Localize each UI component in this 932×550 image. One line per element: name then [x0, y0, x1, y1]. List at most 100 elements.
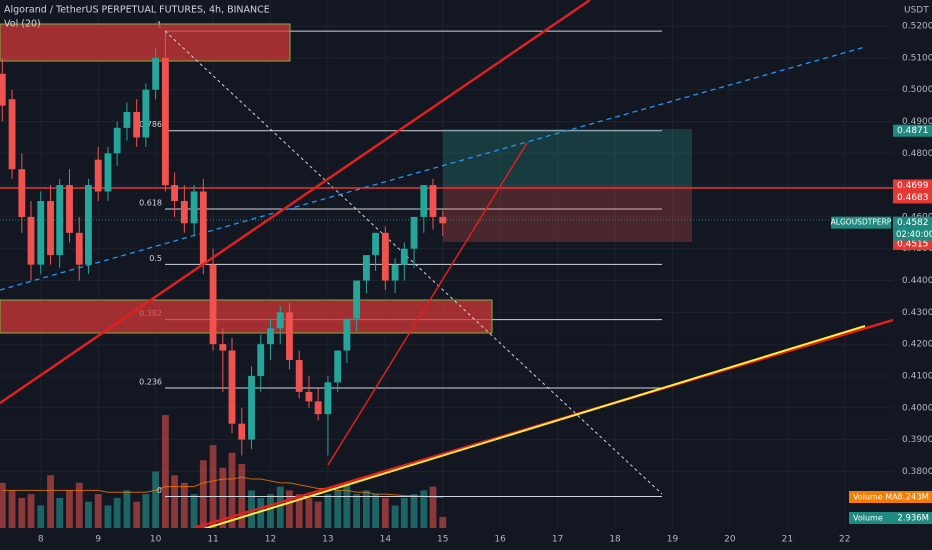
y-tick-label: 0.3900: [902, 435, 932, 445]
volume-bar: [66, 490, 73, 528]
price-label-box: [893, 179, 932, 192]
y-tick-label: 0.4200: [902, 340, 932, 350]
candle-body: [104, 153, 112, 192]
candle-body: [180, 201, 188, 224]
volume-bar: [305, 497, 313, 528]
candle-body: [47, 201, 54, 256]
volume-bar: [334, 490, 342, 528]
trend-line: [0, 46, 866, 291]
candles: [0, 32, 447, 456]
candle-body: [85, 185, 92, 265]
volume-label-value: 8.243M: [897, 493, 929, 503]
candle-body: [142, 89, 150, 138]
axes: 0.52000.51000.50000.49000.48000.47000.46…: [38, 22, 932, 545]
volume-label-name: Volume: [853, 514, 883, 523]
volume-bar: [362, 490, 370, 528]
volume-bar: [199, 460, 207, 528]
price-label-box: [893, 124, 932, 137]
chart-title: Algorand / TetherUS PERPETUAL FUTURES, 4…: [4, 5, 270, 16]
price-label-box: [893, 237, 932, 250]
volume-bar: [133, 501, 141, 528]
candle-body: [66, 185, 73, 233]
volume-bar: [85, 501, 92, 528]
fib-label: 0.5: [149, 254, 162, 263]
x-tick-label: 11: [207, 535, 218, 545]
price-axis: [893, 0, 932, 550]
target-zone: [443, 129, 692, 185]
volume-bar: [209, 445, 217, 528]
volume-bar: [420, 490, 428, 528]
candle-body: [324, 382, 332, 415]
x-tick-label: 12: [265, 535, 276, 545]
candle-body: [410, 216, 418, 249]
y-tick-label: 0.4900: [902, 117, 932, 127]
candle-body: [381, 232, 389, 281]
volume-bar: [391, 505, 399, 528]
trend-line: [0, 0, 591, 405]
x-tick-label: 19: [667, 535, 679, 545]
volume-bar: [161, 415, 169, 528]
candle-body: [209, 264, 217, 345]
x-tick-label: 17: [552, 535, 563, 545]
volume-label-name: Volume MA: [853, 493, 898, 502]
volume-bar: [439, 516, 447, 528]
volume-bar: [372, 494, 379, 528]
volume-bar: [353, 494, 361, 528]
x-tick-label: 14: [380, 535, 392, 545]
countdown: 02:40:00: [896, 230, 932, 240]
volume-bar: [267, 494, 274, 528]
candle-body: [286, 312, 293, 361]
volume-bar: [257, 497, 265, 528]
candle-body: [8, 99, 16, 170]
y-tick-label: 0.5000: [902, 85, 932, 95]
candle-body: [372, 232, 379, 256]
price-label: 0.4871: [897, 126, 929, 136]
volume-bar: [0, 482, 6, 528]
fib-label: 0.618: [139, 198, 162, 207]
y-tick-label: 0.4800: [902, 149, 932, 159]
volume-bar: [343, 482, 351, 528]
candle-body: [248, 375, 255, 440]
volume-bar: [381, 497, 389, 528]
candle-body: [391, 264, 399, 281]
candle-body: [133, 111, 141, 138]
candle-body: [18, 169, 26, 217]
stop-zone: [443, 185, 692, 242]
candle-body: [123, 111, 131, 128]
x-tick-label: 21: [782, 535, 793, 545]
x-tick-label: 22: [839, 535, 850, 545]
candle-body: [295, 360, 303, 392]
candle-body: [0, 73, 6, 106]
volume-bar: [180, 482, 188, 528]
candle-body: [257, 344, 265, 376]
volume-bar: [295, 494, 303, 528]
x-tick-label: 9: [95, 535, 101, 545]
y-tick-label: 0.4400: [902, 276, 932, 286]
price-label: 0.4699: [897, 181, 929, 191]
candle-body: [334, 350, 342, 383]
candle-body: [439, 216, 447, 224]
currency: USDT: [904, 6, 929, 16]
symbol-box: [831, 216, 891, 229]
volume-bar: [238, 464, 246, 528]
volume-bar: [37, 505, 45, 528]
candle-body: [228, 350, 236, 424]
volume-ma-line: [2, 476, 443, 498]
volume-bar: [18, 497, 26, 528]
candle-body: [353, 280, 361, 319]
candle-body: [56, 185, 64, 256]
candle-body: [27, 216, 35, 265]
trend-line: [134, 325, 866, 550]
volume-pane: [0, 415, 447, 528]
x-tick-label: 20: [724, 535, 736, 545]
last-price: 0.4582: [897, 218, 929, 228]
candle-body: [75, 232, 83, 265]
price-label-box: [893, 191, 932, 204]
y-tick-label: 0.4100: [902, 371, 932, 381]
x-tick-label: 15: [437, 535, 448, 545]
volume-bar: [104, 505, 112, 528]
x-tick-label: 18: [609, 535, 621, 545]
candle-body: [429, 185, 437, 217]
